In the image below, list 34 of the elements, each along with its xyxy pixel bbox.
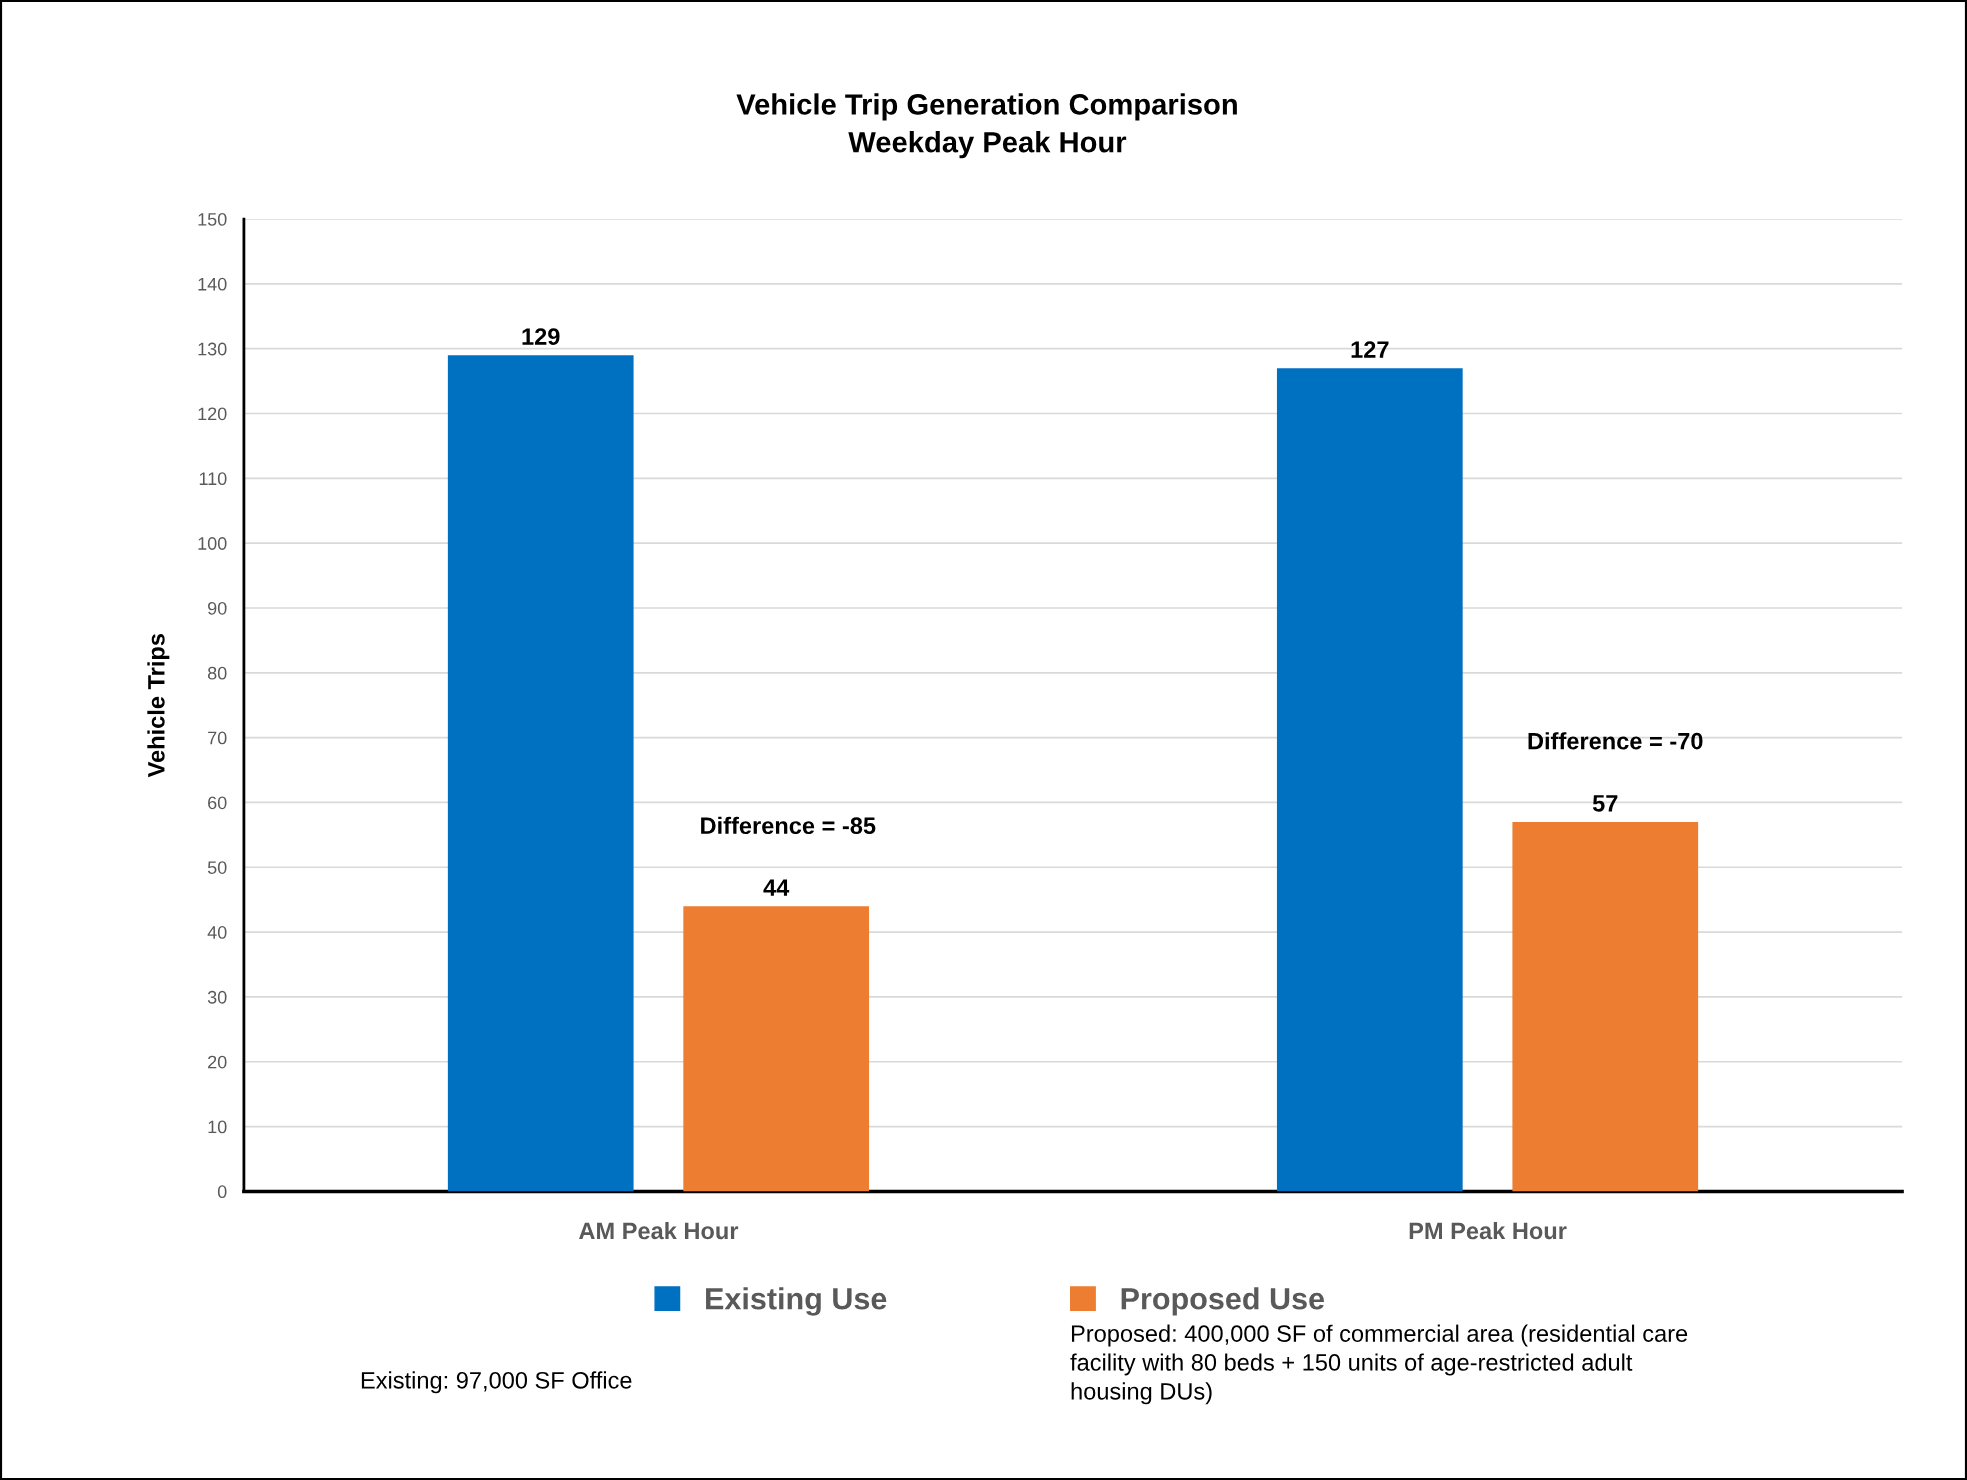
x-tick-label: AM Peak Hour bbox=[579, 1221, 739, 1240]
x-tick-label: PM Peak Hour bbox=[1409, 1221, 1567, 1240]
data-label: 127 bbox=[1351, 341, 1389, 358]
bar bbox=[1512, 821, 1699, 1192]
legend-label: Proposed Use bbox=[1121, 1287, 1325, 1316]
text: Proposed: 400,000 SF of commercial area (residential care facility with 80 beds + 150 units of age-restricted adult housing DUs) bbox=[1070, 1324, 1688, 1405]
data-label: 129 bbox=[522, 328, 560, 345]
annotation: Difference = -85 bbox=[701, 816, 876, 835]
annotation: Difference = -70 bbox=[1528, 732, 1703, 750]
bar bbox=[447, 355, 634, 1192]
y-tick-label: 0 bbox=[217, 1185, 227, 1199]
bar bbox=[1276, 368, 1463, 1192]
y-tick-label: 100 bbox=[198, 537, 227, 550]
y-tick-label: 30 bbox=[207, 990, 227, 1004]
legend-label: Existing Use bbox=[706, 1287, 887, 1316]
text: Existing: 97,000 SF Office bbox=[361, 1371, 632, 1394]
data-label: 44 bbox=[763, 879, 790, 896]
y-tick-label: 130 bbox=[198, 342, 227, 356]
y-tick-label: 150 bbox=[198, 212, 227, 226]
y-tick-label: 70 bbox=[208, 731, 227, 745]
y-tick-label: 140 bbox=[198, 277, 227, 291]
y-tick-label: 90 bbox=[208, 601, 227, 615]
y-tick-label: 80 bbox=[207, 666, 227, 680]
y-tick-label: 10 bbox=[208, 1120, 227, 1134]
y-tick-label: 40 bbox=[207, 926, 227, 939]
y-tick-label: 110 bbox=[199, 472, 227, 486]
y-axis-title: Vehicle Trips bbox=[147, 634, 170, 778]
y-tick-label: 50 bbox=[207, 861, 227, 874]
y-tick-label: 60 bbox=[208, 796, 227, 810]
y-tick-label: 120 bbox=[198, 407, 227, 421]
chart-title: Vehicle Trip Generation Comparison Weekday Peak Hour bbox=[736, 93, 1237, 159]
y-tick-label: 20 bbox=[208, 1055, 227, 1069]
bar bbox=[683, 906, 870, 1192]
data-label: 57 bbox=[1592, 795, 1618, 812]
